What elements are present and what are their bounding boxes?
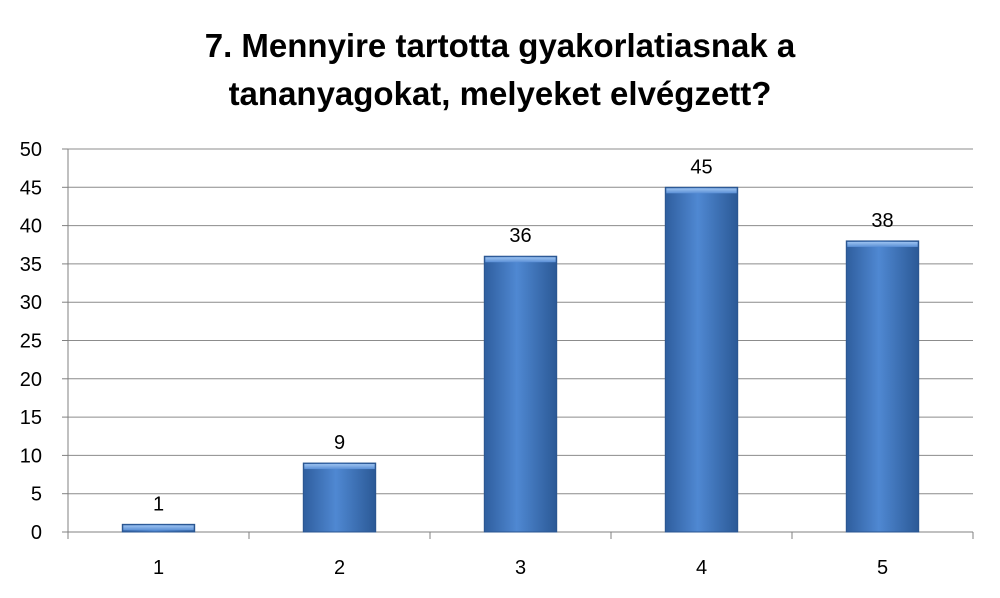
bar-highlight [847, 241, 918, 247]
bar [845, 240, 920, 533]
bar [664, 186, 739, 533]
bars [121, 186, 920, 533]
y-tick-label: 10 [20, 445, 42, 467]
data-label: 36 [509, 225, 531, 247]
x-tick-label: 2 [334, 557, 345, 579]
bar [302, 462, 377, 533]
bar-highlight [666, 188, 737, 194]
bar [483, 255, 558, 533]
chart-title: 7. Mennyire tartotta gyakorlatiasnak a t… [0, 22, 1000, 118]
y-tick-label: 40 [20, 216, 42, 238]
y-tick-label: 45 [20, 177, 42, 199]
x-axis: 1 2 3 4 5 [67, 531, 974, 579]
chart-title-line-2: tananyagokat, melyeket elvégzett? [228, 75, 772, 112]
data-label: 1 [153, 493, 164, 515]
x-tick-label: 5 [877, 557, 888, 579]
bar-highlight [123, 525, 194, 531]
bar-highlight [485, 257, 556, 263]
y-tick-label: 30 [20, 292, 42, 314]
x-tick-label: 1 [153, 557, 164, 579]
data-label: 45 [690, 156, 712, 178]
y-axis: 0 5 10 15 20 25 30 35 40 45 50 [20, 139, 69, 544]
y-tick-label: 35 [20, 254, 42, 276]
chart-title-line-1: 7. Mennyire tartotta gyakorlatiasnak a [204, 27, 796, 64]
bar-highlight [304, 464, 375, 470]
data-label: 9 [334, 432, 345, 454]
y-tick-label: 5 [31, 484, 42, 506]
y-tick-label: 20 [20, 369, 42, 391]
data-labels: 1 9 36 45 38 [153, 156, 894, 515]
y-tick-label: 25 [20, 331, 42, 353]
y-tick-label: 0 [31, 522, 42, 544]
y-tick-label: 50 [20, 139, 42, 161]
x-tick-label: 4 [696, 557, 707, 579]
y-tick-label: 15 [20, 407, 42, 429]
x-tick-label: 3 [515, 557, 526, 579]
data-label: 38 [871, 210, 893, 232]
